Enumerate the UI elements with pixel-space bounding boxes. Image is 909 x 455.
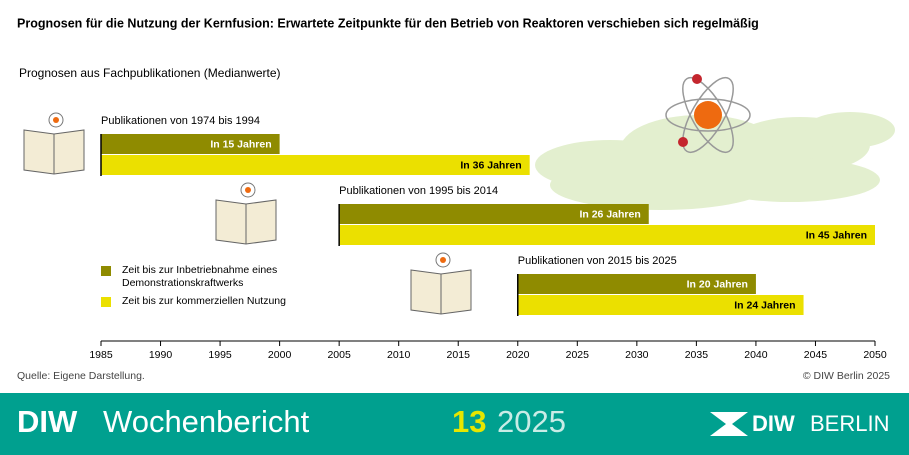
x-tick-label: 2045: [804, 349, 828, 361]
legend-label: Zeit bis zur Inbetriebnahme eines Demons…: [122, 264, 278, 289]
footer-band: [0, 393, 909, 455]
value-label: In 15 Jahren: [210, 138, 271, 150]
chart-title: Prognosen für die Nutzung der Kernfusion…: [17, 16, 759, 30]
x-tick-label: 2005: [327, 349, 351, 361]
x-tick-label: 1995: [208, 349, 232, 361]
legend-swatch: [101, 297, 111, 307]
group-label: Publikationen von 1995 bis 2014: [339, 185, 498, 197]
logo-text: BERLIN: [810, 411, 889, 436]
x-tick-label: 2020: [506, 349, 530, 361]
x-tick-label: 2015: [447, 349, 471, 361]
source: Quelle: Eigene Darstellung.: [17, 370, 145, 382]
legend-swatch: [101, 266, 111, 276]
bar: [517, 295, 804, 315]
footer-year: 2025: [497, 404, 566, 439]
group-label: Publikationen von 1974 bis 1994: [101, 115, 260, 127]
x-tick-label: 2040: [744, 349, 768, 361]
value-label: In 45 Jahren: [806, 229, 867, 241]
x-tick-label: 2030: [625, 349, 649, 361]
x-tick-label: 2050: [863, 349, 887, 361]
book-icons: [23, 112, 472, 315]
clouds: [535, 112, 895, 210]
group-label: Publikationen von 2015 bis 2025: [518, 255, 677, 267]
value-label: In 20 Jahren: [687, 278, 748, 290]
copyright: © DIW Berlin 2025: [803, 370, 890, 382]
x-tick-label: 1985: [89, 349, 113, 361]
value-label: In 26 Jahren: [579, 208, 640, 220]
value-label: In 24 Jahren: [734, 299, 795, 311]
footer-brand-bold: DIW: [17, 404, 78, 439]
x-tick-label: 2000: [268, 349, 292, 361]
bar: [101, 134, 280, 154]
bar: [339, 204, 649, 224]
bar: [517, 274, 756, 294]
x-tick-label: 2010: [387, 349, 411, 361]
chart-subtitle: Prognosen aus Fachpublikationen (Medianw…: [19, 66, 281, 80]
x-tick-label: 2035: [685, 349, 709, 361]
value-label: In 36 Jahren: [460, 159, 521, 171]
legend-label: Zeit bis zur kommerziellen Nutzung: [122, 295, 286, 307]
footer-brand: Wochenbericht: [103, 404, 310, 439]
bar: [101, 155, 530, 175]
logo-mark: [710, 412, 748, 436]
x-tick-label: 2025: [566, 349, 590, 361]
x-tick-label: 1990: [149, 349, 173, 361]
atom-icon: [665, 74, 751, 153]
bar: [339, 225, 876, 245]
logo-bold: DIW: [752, 411, 795, 436]
footer-issue: 13: [452, 404, 486, 439]
